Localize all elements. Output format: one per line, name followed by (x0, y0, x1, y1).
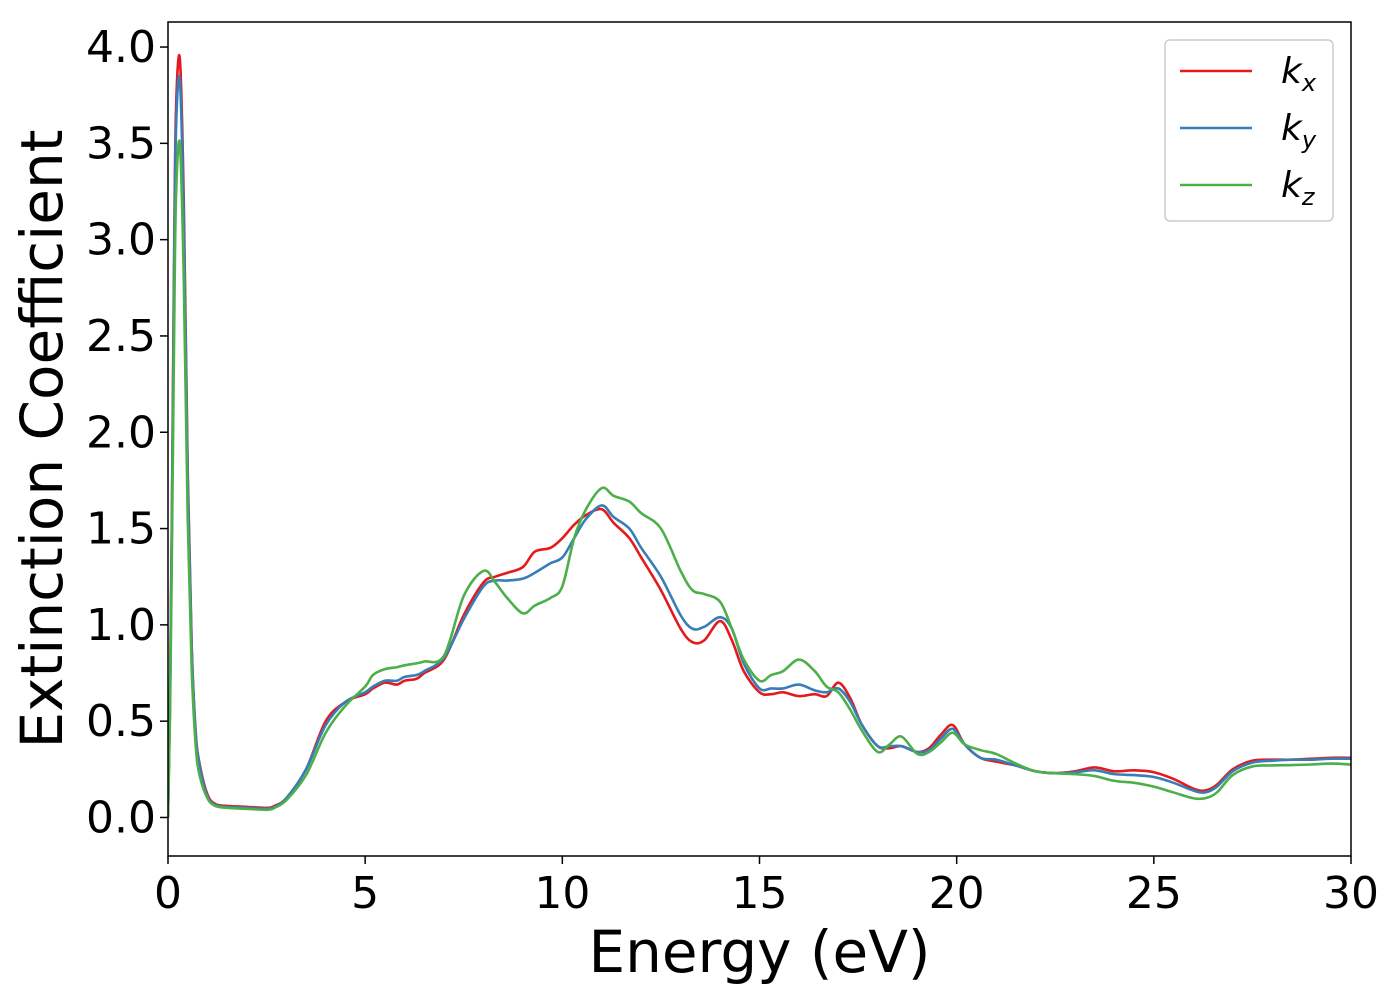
y-axis: 0.0 0.5 1.0 1.5 2.0 2.5 3.0 3.5 4.0 (86, 22, 168, 843)
legend-box (1164, 39, 1334, 222)
x-tick-label: 5 (351, 868, 379, 919)
x-tick-label: 0 (154, 868, 182, 919)
x-tick-label: 10 (534, 868, 590, 919)
legend-label-kz: kz (1281, 165, 1316, 211)
x-tick-label: 30 (1323, 868, 1379, 919)
y-tick-label: 1.5 (86, 504, 156, 555)
y-axis-label: Extinction Coefficient (8, 130, 76, 749)
legend-label-ky: ky (1281, 108, 1317, 154)
y-tick-label: 2.0 (86, 407, 156, 458)
y-tick-label: 4.0 (86, 22, 156, 73)
x-tick-label: 20 (929, 868, 985, 919)
x-axis-label: Energy (eV) (588, 918, 930, 986)
y-tick-label: 1.0 (86, 600, 156, 651)
legend-label-kx: kx (1281, 51, 1317, 97)
series-line-kz (168, 139, 1351, 818)
legend: kx ky kz (1164, 39, 1334, 222)
x-axis: 0 5 10 15 20 25 30 (154, 856, 1379, 919)
series-layer (168, 54, 1351, 818)
y-tick-label: 3.5 (86, 118, 156, 169)
y-tick-label: 0.0 (86, 792, 156, 843)
y-tick-label: 3.0 (86, 215, 156, 266)
x-tick-label: 15 (732, 868, 788, 919)
x-tick-label: 25 (1126, 868, 1182, 919)
y-tick-label: 2.5 (86, 311, 156, 362)
y-tick-label: 0.5 (86, 696, 156, 747)
